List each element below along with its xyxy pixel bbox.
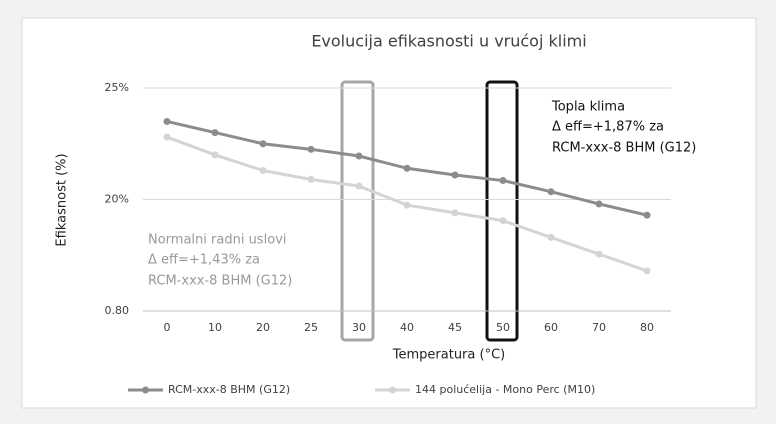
- x-tick-label: 0: [164, 321, 171, 334]
- y-tick-label: 25%: [105, 81, 129, 94]
- x-tick-label: 10: [208, 321, 222, 334]
- data-point: [211, 151, 219, 159]
- annotation: Δ eff=+1,87% za: [552, 120, 664, 135]
- data-point: [643, 211, 651, 219]
- data-point: [403, 164, 411, 172]
- x-tick-label: 70: [592, 321, 606, 334]
- x-axis-label: Temperatura (°C): [392, 348, 505, 363]
- x-tick-label: 40: [400, 321, 414, 334]
- data-point: [547, 233, 555, 241]
- legend-label: 144 polućelija - Mono Perc (M10): [415, 383, 595, 396]
- annotation: RCM-xxx-8 BHM (G12): [148, 274, 292, 289]
- data-point: [547, 188, 555, 196]
- x-tick-label: 30: [352, 321, 366, 334]
- annotation: RCM-xxx-8 BHM (G12): [552, 141, 696, 156]
- data-point: [499, 217, 507, 225]
- legend-marker: [389, 386, 396, 394]
- data-point: [595, 200, 603, 208]
- legend-marker: [142, 386, 149, 394]
- annotation: Normalni radni uslovi: [148, 233, 286, 248]
- y-axis-label: Efikasnost (%): [55, 153, 70, 246]
- data-point: [595, 250, 603, 258]
- y-tick-label: 20%: [105, 193, 129, 206]
- x-tick-label: 20: [256, 321, 270, 334]
- y-tick-label: 0.80: [105, 304, 130, 317]
- data-point: [499, 177, 507, 185]
- x-tick-label: 25: [304, 321, 318, 334]
- data-point: [211, 129, 219, 137]
- data-point: [451, 209, 459, 217]
- data-point: [307, 145, 315, 153]
- chart-title: Evolucija efikasnosti u vrućoj klimi: [311, 32, 586, 51]
- data-point: [259, 167, 267, 175]
- x-tick-label: 60: [544, 321, 558, 334]
- data-point: [307, 175, 315, 183]
- x-tick-label: 80: [640, 321, 654, 334]
- legend-label: RCM-xxx-8 BHM (G12): [168, 383, 290, 396]
- data-point: [643, 267, 651, 275]
- highlight-box: [485, 80, 519, 342]
- annotation: Topla klima: [551, 100, 625, 115]
- annotation: Δ eff=+1,43% za: [148, 253, 260, 268]
- data-point: [355, 182, 363, 190]
- x-tick-label: 50: [496, 321, 510, 334]
- data-point: [259, 140, 267, 148]
- data-point: [163, 133, 171, 141]
- data-point: [163, 117, 171, 125]
- data-point: [403, 201, 411, 209]
- data-point: [451, 171, 459, 179]
- data-point: [355, 152, 363, 160]
- x-tick-label: 45: [448, 321, 462, 334]
- highlight-box: [340, 80, 375, 342]
